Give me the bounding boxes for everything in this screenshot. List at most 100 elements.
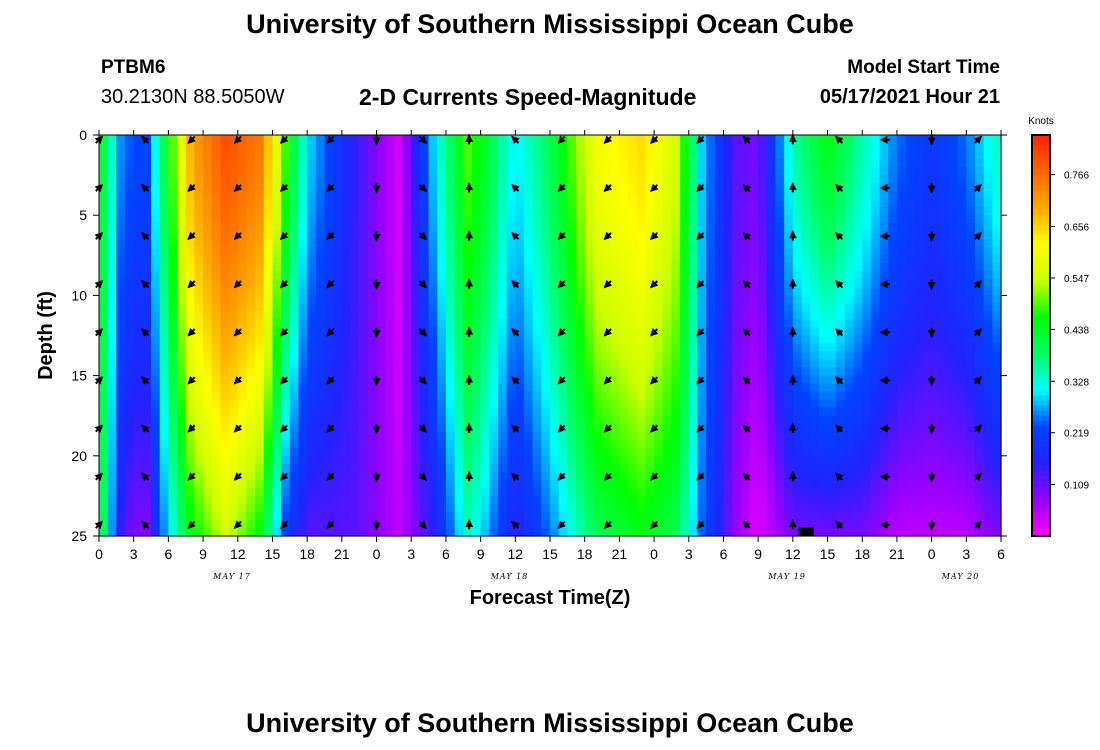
heatmap-cell	[957, 191, 967, 200]
heatmap-cell	[107, 159, 117, 168]
heatmap-cell	[558, 303, 568, 313]
heatmap-cell	[853, 311, 863, 321]
heatmap-cell	[619, 415, 629, 425]
heatmap-cell	[376, 231, 386, 240]
heatmap-cell	[168, 279, 178, 288]
heatmap-cell	[680, 263, 690, 272]
heatmap-cell	[298, 471, 308, 481]
heatmap-cell	[610, 279, 620, 288]
heatmap-cell	[107, 423, 117, 433]
heatmap-cell	[341, 327, 352, 337]
heatmap-cell	[263, 191, 274, 200]
heatmap-cell	[844, 487, 855, 497]
heatmap-cell	[654, 247, 664, 256]
heatmap-cell	[766, 271, 777, 280]
heatmap-cell	[385, 431, 395, 441]
heatmap-cell	[688, 135, 699, 144]
heatmap-cell	[853, 143, 863, 152]
heatmap-cell	[844, 503, 855, 513]
heatmap-cell	[463, 487, 473, 497]
heatmap-cell	[263, 431, 274, 441]
heatmap-cell	[523, 271, 534, 280]
heatmap-cell	[576, 247, 586, 256]
heatmap-cell	[645, 343, 655, 353]
heatmap-cell	[385, 487, 395, 497]
heatmap-cell	[237, 351, 248, 361]
heatmap-cell	[168, 367, 178, 377]
heatmap-cell	[810, 503, 820, 513]
heatmap-cell	[645, 463, 655, 473]
heatmap-cell	[602, 527, 612, 537]
heatmap-cell	[133, 495, 143, 505]
heatmap-cell	[619, 223, 629, 232]
heatmap-cell	[801, 159, 811, 168]
heatmap-cell	[255, 511, 265, 521]
heatmap-cell	[99, 439, 109, 449]
heatmap-cell	[610, 471, 620, 481]
heatmap-cell	[792, 239, 803, 248]
heatmap-cell	[775, 335, 785, 345]
heatmap-cell	[107, 207, 117, 216]
heatmap-cell	[792, 167, 803, 176]
heatmap-cell	[740, 511, 751, 521]
heatmap-cell	[862, 271, 872, 280]
heatmap-cell	[619, 375, 629, 385]
heatmap-cell	[350, 319, 360, 329]
heatmap-cell	[151, 255, 161, 264]
heatmap-cell	[853, 527, 863, 537]
heatmap-cell	[523, 287, 534, 296]
heatmap-cell	[948, 183, 959, 192]
heatmap-cell	[662, 383, 673, 393]
heatmap-cell	[116, 159, 126, 168]
heatmap-cell	[246, 223, 256, 232]
heatmap-cell	[576, 391, 586, 401]
heatmap-cell	[584, 359, 594, 369]
heatmap-cell	[714, 359, 725, 369]
heatmap-cell	[307, 255, 317, 264]
heatmap-cell	[610, 191, 620, 200]
heatmap-cell	[159, 207, 169, 216]
heatmap-cell	[402, 359, 412, 369]
heatmap-cell	[758, 463, 768, 473]
heatmap-cell	[758, 471, 768, 481]
heatmap-cell	[255, 383, 265, 393]
heatmap-cell	[125, 375, 135, 385]
heatmap-cell	[315, 447, 326, 457]
heatmap-cell	[914, 183, 924, 192]
heatmap-cell	[541, 455, 551, 465]
heatmap-cell	[558, 431, 568, 441]
heatmap-cell	[159, 519, 169, 529]
heatmap-cell	[888, 311, 898, 321]
heatmap-cell	[636, 471, 646, 481]
heatmap-cell	[246, 511, 256, 521]
heatmap-cell	[818, 231, 829, 240]
heatmap-cell	[957, 319, 967, 329]
heatmap-cell	[272, 295, 282, 305]
heatmap-cell	[237, 415, 248, 425]
heatmap-cell	[194, 271, 204, 280]
heatmap-cell	[376, 519, 386, 529]
heatmap-cell	[680, 239, 690, 248]
heatmap-cell	[116, 447, 126, 457]
heatmap-cell	[463, 391, 473, 401]
heatmap-cell	[376, 423, 386, 433]
heatmap-cell	[766, 399, 777, 409]
heatmap-cell	[177, 311, 187, 321]
heatmap-cell	[385, 287, 395, 296]
heatmap-cell	[818, 447, 829, 457]
heatmap-cell	[324, 335, 334, 345]
heatmap-cell	[662, 527, 673, 537]
heatmap-cell	[792, 183, 803, 192]
heatmap-cell	[532, 463, 542, 473]
heatmap-cell	[133, 151, 143, 160]
heatmap-cell	[324, 359, 334, 369]
heatmap-cell	[168, 383, 178, 393]
heatmap-cell	[714, 335, 725, 345]
heatmap-cell	[714, 151, 725, 160]
heatmap-cell	[740, 207, 751, 216]
heatmap-cell	[610, 343, 620, 353]
heatmap-cell	[515, 503, 525, 513]
heatmap-cell	[376, 207, 386, 216]
heatmap-cell	[385, 143, 395, 152]
heatmap-cell	[246, 191, 256, 200]
